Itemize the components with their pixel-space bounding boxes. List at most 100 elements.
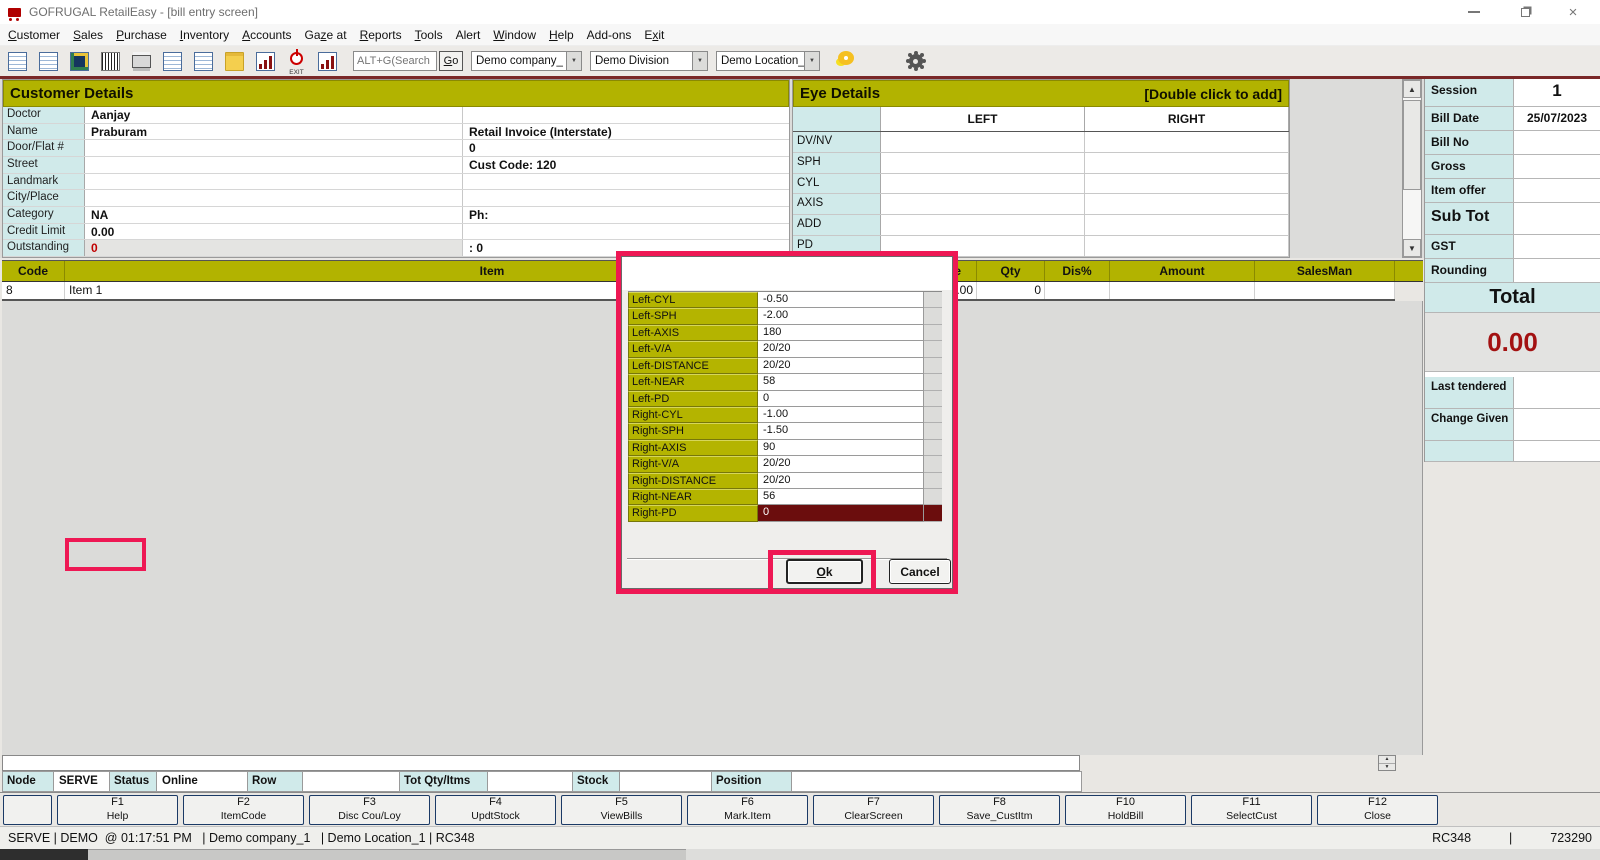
- chevron-down-icon[interactable]: ▼: [565, 52, 581, 70]
- folder-open-icon[interactable]: [221, 48, 248, 75]
- menu-window[interactable]: Window: [493, 27, 536, 42]
- division-dropdown[interactable]: Demo Division ▼: [589, 51, 708, 71]
- item-code-cell[interactable]: 8: [2, 282, 65, 299]
- sales-chart-icon[interactable]: [252, 48, 279, 75]
- menu-sales[interactable]: Sales: [73, 27, 104, 42]
- fkey-f7-clearscreen[interactable]: F7 ClearScreen: [813, 794, 934, 825]
- prescription-row[interactable]: Left-AXIS 180: [628, 324, 942, 342]
- top-section: Customer Details Doctor Aanjay Name Prab…: [0, 79, 1600, 258]
- customer-details-header: Customer Details: [3, 80, 789, 107]
- fkey-f8-savecustitm[interactable]: F8 Save_CustItm: [939, 794, 1060, 825]
- grid-column-header: SalesMan: [1255, 261, 1395, 281]
- scroll-up-icon[interactable]: ▲: [1403, 80, 1421, 98]
- customer-row: Door/Flat # 0: [3, 140, 789, 158]
- menu-purchase[interactable]: Purchase: [116, 27, 167, 42]
- scroll-down-icon[interactable]: ▼: [1403, 239, 1421, 257]
- menu-add-ons[interactable]: Add-ons: [586, 27, 632, 42]
- search-input[interactable]: [353, 51, 437, 71]
- settings-gear-icon[interactable]: [904, 49, 928, 73]
- customer-photo-icon[interactable]: [66, 48, 93, 75]
- prescription-row[interactable]: Left-PD 0: [628, 390, 942, 407]
- menu-help[interactable]: Help: [548, 27, 574, 42]
- restore-button[interactable]: [1502, 0, 1548, 24]
- row-spinner[interactable]: ▲ ▼: [1378, 755, 1396, 771]
- total-label: Total: [1425, 283, 1600, 313]
- menu-customer[interactable]: Customer: [8, 27, 61, 42]
- fkey-f12-close[interactable]: F12 Close: [1317, 794, 1438, 825]
- prescription-row[interactable]: Left-NEAR 58: [628, 374, 942, 391]
- report-chart-icon[interactable]: [314, 48, 341, 75]
- scrollbar-thumb[interactable]: [1403, 100, 1421, 190]
- item-discount-cell[interactable]: [1045, 282, 1110, 299]
- prescription-row[interactable]: Right-DISTANCE 20/20: [628, 472, 942, 490]
- session-status-text: SERVE | DEMO @ 01:17:51 PM | Demo compan…: [8, 831, 475, 845]
- prescription-row[interactable]: Left-CYL -0.50: [628, 292, 942, 309]
- prescription-row[interactable]: Left-DISTANCE 20/20: [628, 357, 942, 375]
- fkey-f1-help[interactable]: F1 Help: [57, 794, 178, 825]
- titlebar: GOFRUGAL RetailEasy - [bill entry screen…: [0, 0, 1600, 24]
- cancel-button[interactable]: Cancel: [889, 559, 951, 584]
- chevron-down-icon[interactable]: ▼: [691, 52, 707, 70]
- eye-details-scrollbar[interactable]: ▲ ▼: [1402, 79, 1422, 258]
- eye-row: DV/NV: [793, 132, 1289, 153]
- item-salesman-cell[interactable]: [1255, 282, 1395, 299]
- prescription-row[interactable]: Left-SPH -2.00: [628, 308, 942, 325]
- menu-alert[interactable]: Alert: [455, 27, 481, 42]
- printer-icon[interactable]: [128, 48, 155, 75]
- toolbar: EXIT Go Demo company_▼ Demo Division▼ De…: [0, 46, 1600, 79]
- fkey-f5-viewbills[interactable]: F5 ViewBills: [561, 794, 682, 825]
- fkey-f11-selectcust[interactable]: F11 SelectCust: [1191, 794, 1312, 825]
- summary-row: Change Given: [1425, 409, 1600, 441]
- location-dropdown[interactable]: Demo Location_ ▼: [715, 51, 820, 71]
- grid-footer-field[interactable]: [2, 755, 1080, 771]
- menu-exit[interactable]: Exit: [644, 27, 665, 42]
- window-title: GOFRUGAL RetailEasy - [bill entry screen…: [29, 5, 258, 19]
- billing-icon[interactable]: [4, 48, 31, 75]
- prescription-row[interactable]: Right-PD 0: [628, 505, 942, 522]
- popup-scrollbar: [924, 456, 942, 473]
- invoice-icon[interactable]: [159, 48, 186, 75]
- menu-tools[interactable]: Tools: [414, 27, 443, 42]
- blank-fkey-button[interactable]: [3, 794, 52, 825]
- popup-scrollbar: [924, 423, 942, 440]
- fkey-f4-updtstock[interactable]: F4 UpdtStock: [435, 794, 556, 825]
- fkey-f2-itemcode[interactable]: F2 ItemCode: [183, 794, 304, 825]
- summary-row: Last tendered: [1425, 377, 1600, 409]
- customer-row: Landmark: [3, 173, 789, 191]
- menu-gaze-at[interactable]: Gaze at: [304, 27, 347, 42]
- fkey-f3-disc[interactable]: F3 Disc Cou/Loy: [309, 794, 430, 825]
- window-bottom-strip: [0, 849, 1600, 860]
- prescription-row[interactable]: Right-NEAR 56: [628, 489, 942, 506]
- prescription-row[interactable]: Right-V/A 20/20: [628, 456, 942, 473]
- item-amount-cell[interactable]: [1110, 282, 1255, 299]
- summary-row: Bill Date 25/07/2023: [1425, 107, 1600, 131]
- chat-bubbles-icon[interactable]: [832, 49, 858, 73]
- customer-row: Name Praburam Retail Invoice (Interstate…: [3, 123, 789, 141]
- item-qty-cell[interactable]: 0: [977, 282, 1045, 299]
- prescription-row[interactable]: Right-AXIS 90: [628, 439, 942, 457]
- prescription-row[interactable]: Left-V/A 20/20: [628, 341, 942, 358]
- fkey-f6-markitem[interactable]: F6 Mark.Item: [687, 794, 808, 825]
- popup-scrollbar: [924, 505, 942, 522]
- eye-row: ADD: [793, 215, 1289, 237]
- company-dropdown[interactable]: Demo company_ ▼: [471, 51, 582, 71]
- close-button[interactable]: ×: [1568, 3, 1578, 21]
- sales-bill-icon[interactable]: [35, 48, 62, 75]
- barcode-icon[interactable]: [97, 48, 124, 75]
- menu-inventory[interactable]: Inventory: [179, 27, 230, 42]
- menu-accounts[interactable]: Accounts: [242, 27, 292, 42]
- menu-reports[interactable]: Reports: [359, 27, 402, 42]
- item-cart-icon[interactable]: [190, 48, 217, 75]
- total-value: 0.00: [1425, 313, 1600, 372]
- minimize-button[interactable]: [1451, 0, 1497, 24]
- popup-scrollbar: [924, 472, 942, 490]
- fkey-f10-holdbill[interactable]: F10 HoldBill: [1065, 794, 1186, 825]
- customer-row: Doctor Aanjay: [3, 107, 789, 124]
- exit-power-icon[interactable]: EXIT: [283, 48, 310, 76]
- chevron-down-icon[interactable]: ▼: [803, 52, 819, 70]
- customer-row: Category NA Ph:: [3, 207, 789, 224]
- prescription-row[interactable]: Right-SPH -1.50: [628, 423, 942, 440]
- prescription-row[interactable]: Right-CYL -1.00: [628, 406, 942, 424]
